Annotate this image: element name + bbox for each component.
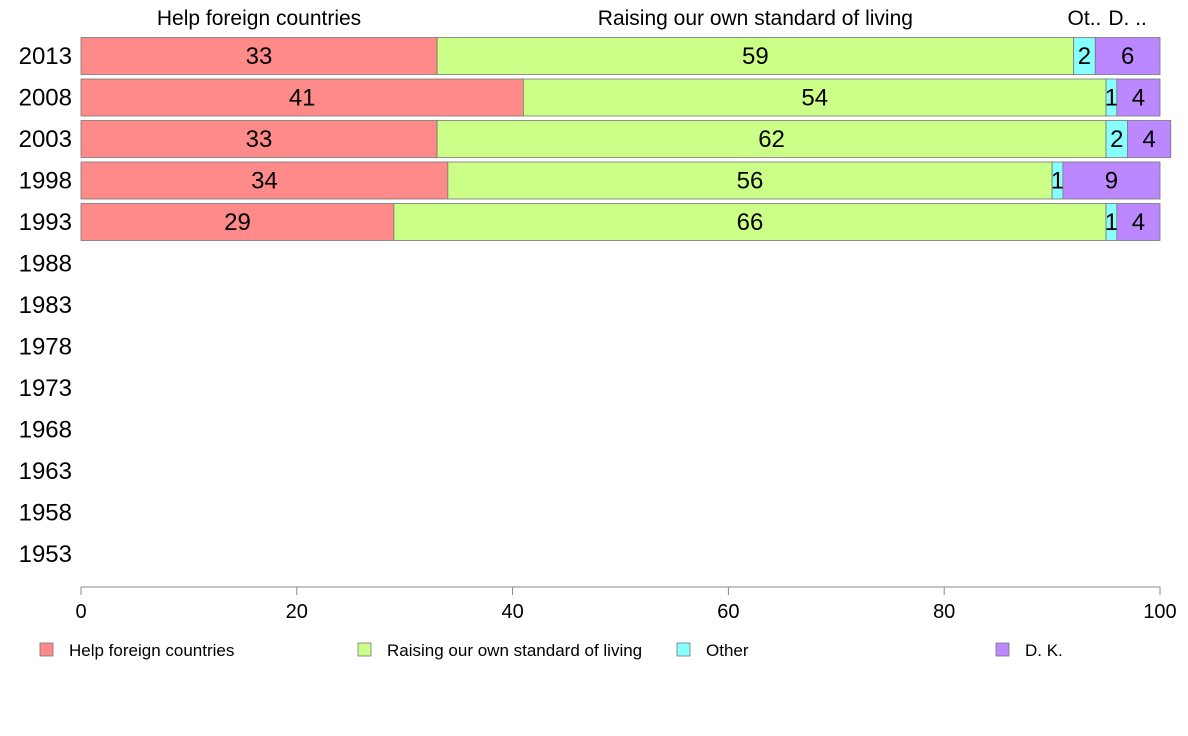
bar-segment bbox=[436, 120, 1107, 158]
legend-label: Raising our own standard of living bbox=[387, 641, 642, 660]
category-label: 2003 bbox=[19, 126, 72, 153]
category-label: 1953 bbox=[19, 541, 72, 568]
bar-segment bbox=[393, 203, 1107, 241]
legend-swatch bbox=[39, 642, 54, 657]
category-label: 1978 bbox=[19, 334, 72, 361]
x-axis: 0 20 40 60 80 100 bbox=[75, 586, 1177, 623]
bars: 33 59 2 641 54 1 433 62 2 434 56 1 929 66 1 4 bbox=[80, 37, 1172, 241]
bar-segment bbox=[447, 161, 1053, 200]
series-top-label: Ot.. bbox=[1068, 7, 1102, 30]
bar-segment bbox=[80, 120, 438, 158]
legend-label: D. K. bbox=[1025, 641, 1063, 660]
category-label: 1998 bbox=[19, 168, 72, 195]
data-label: 29 bbox=[224, 209, 251, 236]
bar-segment bbox=[1127, 120, 1172, 158]
x-tick-label: 80 bbox=[933, 601, 955, 623]
data-label: 56 bbox=[737, 168, 764, 195]
data-label: 1 bbox=[1051, 168, 1064, 195]
legend-swatch bbox=[676, 642, 691, 657]
category-label: 2008 bbox=[19, 85, 72, 112]
category-label: 1983 bbox=[19, 292, 72, 319]
legend-swatch bbox=[995, 642, 1010, 657]
series-top-label: Help foreign countries bbox=[157, 7, 361, 30]
data-label: 2 bbox=[1078, 43, 1091, 70]
data-label: 9 bbox=[1105, 168, 1118, 195]
category-label: 1973 bbox=[19, 375, 72, 402]
category-label: 1963 bbox=[19, 458, 72, 485]
category-label: 1988 bbox=[19, 251, 72, 278]
top-series-labels: Help foreign countries Raising our own st… bbox=[157, 7, 1147, 30]
data-label: 4 bbox=[1132, 209, 1145, 236]
data-label: 33 bbox=[246, 43, 273, 70]
category-label: 1958 bbox=[19, 500, 72, 527]
data-label: 6 bbox=[1121, 43, 1134, 70]
bar-segment bbox=[1062, 161, 1161, 200]
category-labels: 2013 2008 2003 1998 1993 1988 1983 1978 1973 1968… bbox=[19, 43, 72, 568]
data-label: 34 bbox=[251, 168, 278, 195]
data-label: 1 bbox=[1105, 85, 1118, 112]
legend-label: Other bbox=[706, 641, 749, 660]
category-label: 1993 bbox=[19, 209, 72, 236]
data-label: 33 bbox=[246, 126, 273, 153]
bar-segment bbox=[1116, 203, 1161, 241]
bar-segment bbox=[80, 37, 438, 75]
x-tick-label: 20 bbox=[286, 601, 308, 623]
data-label: 54 bbox=[801, 85, 828, 112]
data-label: 4 bbox=[1143, 126, 1156, 153]
data-label: 4 bbox=[1132, 85, 1145, 112]
bar-segment bbox=[1116, 78, 1161, 117]
bar-segment bbox=[80, 203, 395, 241]
x-tick-label: 0 bbox=[75, 601, 86, 623]
category-label: 1968 bbox=[19, 417, 72, 444]
legend-label: Help foreign countries bbox=[69, 641, 234, 660]
data-label: 1 bbox=[1105, 209, 1118, 236]
bar-segment bbox=[1094, 37, 1161, 75]
x-tick-label: 60 bbox=[717, 601, 739, 623]
bar-segment bbox=[80, 161, 449, 200]
legend: Help foreign countries Raising our own st… bbox=[39, 641, 1063, 660]
data-label: 66 bbox=[737, 209, 764, 236]
series-top-label: D. .. bbox=[1108, 7, 1147, 30]
x-tick-label: 40 bbox=[501, 601, 523, 623]
data-label: 62 bbox=[758, 126, 785, 153]
bar-segment bbox=[522, 78, 1107, 117]
bar-segment bbox=[436, 37, 1075, 75]
legend-swatch bbox=[357, 642, 372, 657]
bar-segment bbox=[80, 78, 524, 117]
data-label: 59 bbox=[742, 43, 769, 70]
data-label: 41 bbox=[289, 85, 316, 112]
category-label: 2013 bbox=[19, 43, 72, 70]
data-label: 2 bbox=[1110, 126, 1123, 153]
x-tick-label: 100 bbox=[1143, 601, 1176, 623]
series-top-label: Raising our own standard of living bbox=[598, 7, 913, 30]
